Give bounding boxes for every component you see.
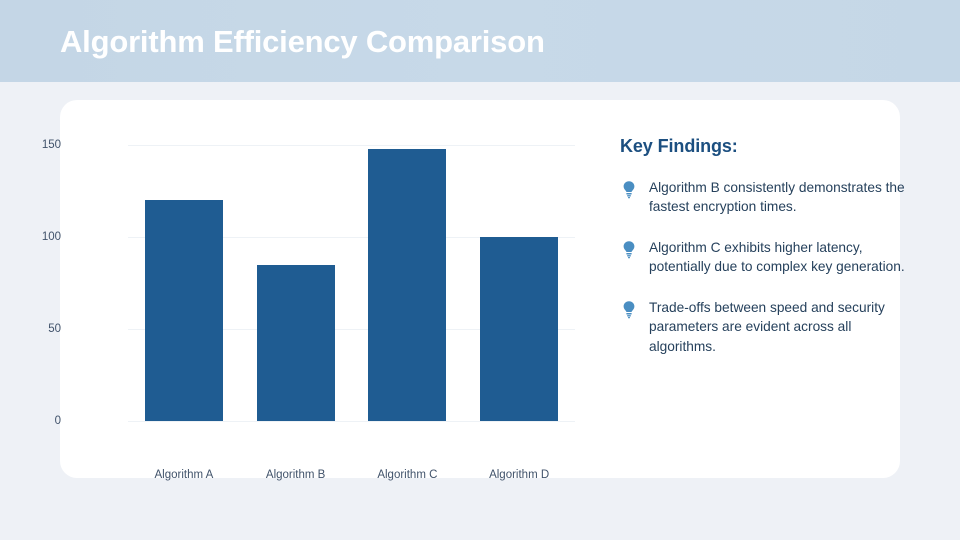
chart-gridline bbox=[128, 145, 575, 146]
y-axis-tick-label: 0 bbox=[54, 415, 61, 427]
key-finding-text: Trade-offs between speed and security pa… bbox=[649, 299, 885, 354]
chart-bars-layer: Algorithm A Algorithm B Algorithm C Algorit… bbox=[128, 145, 575, 481]
chart-gridline bbox=[128, 421, 575, 422]
chart-plot-area: 0 50 100 150 bbox=[42, 139, 575, 427]
chart-gridline bbox=[128, 329, 575, 330]
lightbulb-icon bbox=[620, 240, 638, 259]
y-axis-tick-label: 50 bbox=[48, 323, 61, 335]
key-finding-text: Algorithm C exhibits higher latency, pot… bbox=[649, 239, 905, 275]
chart-bar-group[interactable] bbox=[240, 145, 352, 421]
x-axis-tick-label: Algorithm D bbox=[489, 469, 550, 481]
y-axis-tick-label: 150 bbox=[41, 139, 61, 151]
content-card: 0 50 100 150 Algorithm A Algorithm B Algorith… bbox=[42, 100, 905, 481]
x-axis-tick-label: Algorithm C bbox=[377, 469, 438, 481]
key-finding-item: Trade-offs between speed and security pa… bbox=[620, 298, 910, 356]
key-finding-item: Algorithm C exhibits higher latency, pot… bbox=[620, 238, 910, 277]
x-axis-tick-label: Algorithm B bbox=[265, 469, 326, 481]
bar-chart: 0 50 100 150 Algorithm A Algorithm B Algorith… bbox=[42, 100, 580, 481]
chart-bar[interactable] bbox=[256, 264, 335, 421]
chart-bar-group[interactable] bbox=[128, 145, 240, 421]
chart-gridline bbox=[128, 237, 575, 238]
chart-bar[interactable] bbox=[144, 200, 223, 421]
chart-bar[interactable] bbox=[368, 148, 447, 421]
lightbulb-icon bbox=[620, 300, 638, 319]
y-axis-tick-label: 100 bbox=[41, 231, 61, 243]
key-findings-heading: Key Findings: bbox=[620, 136, 738, 156]
page-title: Algorithm Efficiency Comparison bbox=[60, 24, 545, 59]
key-finding-text: Algorithm B consistently demonstrates th… bbox=[649, 180, 905, 215]
key-findings-panel: Key Findings: Algorithm B consistently d… bbox=[620, 136, 910, 377]
lightbulb-icon bbox=[620, 180, 638, 199]
chart-bar[interactable] bbox=[480, 237, 559, 421]
header-band: Algorithm Efficiency Comparison bbox=[0, 0, 960, 82]
x-axis-tick-label: Algorithm A bbox=[154, 469, 214, 481]
key-findings-list: Algorithm B consistently demonstrates th… bbox=[620, 178, 910, 356]
chart-bar-group[interactable] bbox=[352, 145, 464, 421]
key-finding-item: Algorithm B consistently demonstrates th… bbox=[620, 178, 910, 217]
chart-bar-group[interactable] bbox=[463, 145, 575, 421]
